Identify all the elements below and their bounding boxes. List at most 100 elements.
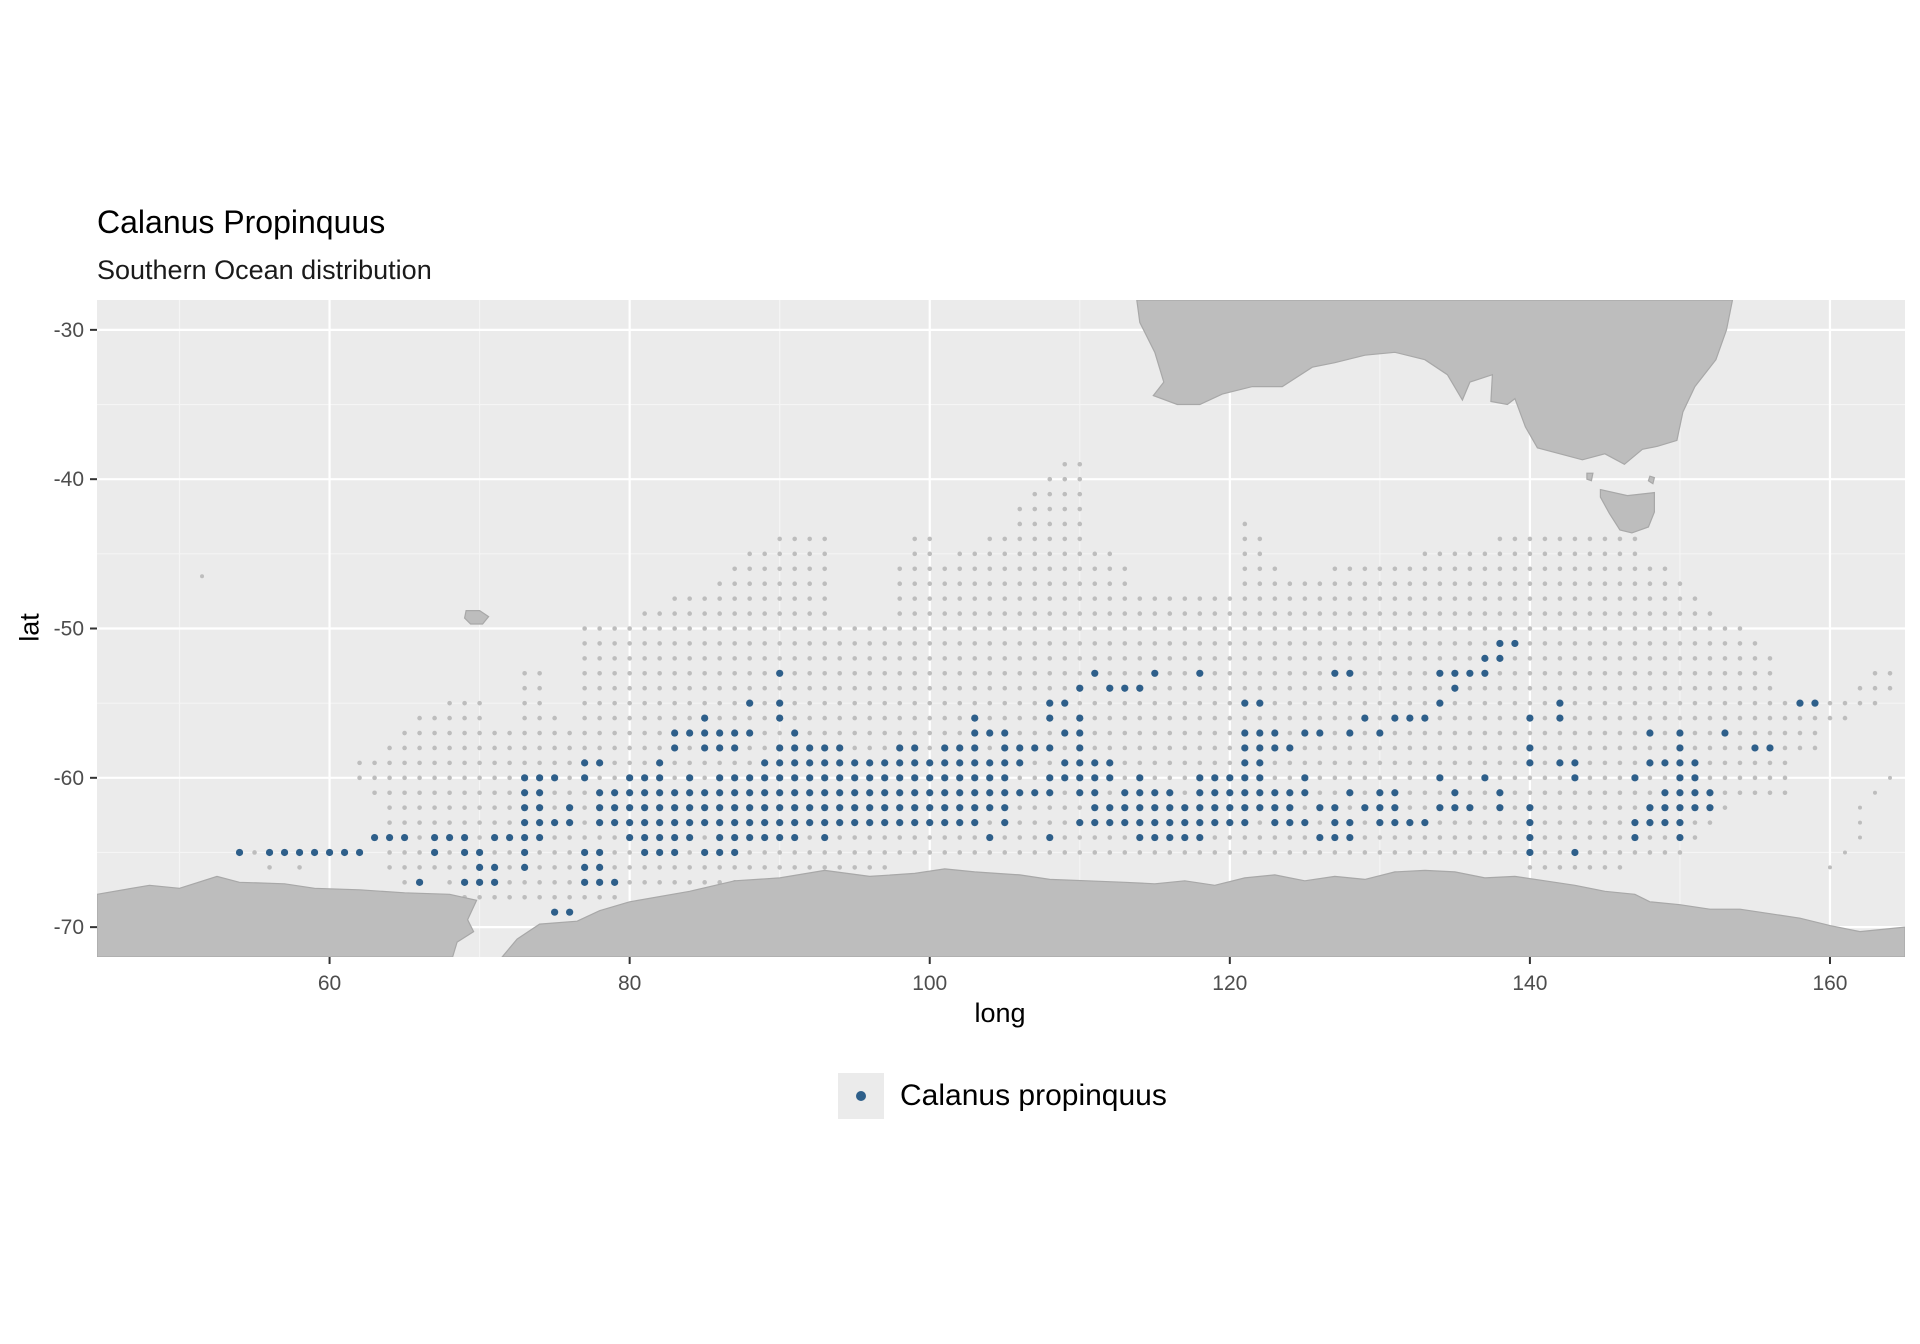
survey-point <box>762 850 767 855</box>
survey-point <box>1392 581 1398 587</box>
survey-point <box>1422 611 1428 616</box>
survey-point <box>747 670 752 676</box>
presence-point <box>821 759 829 767</box>
survey-point <box>1032 835 1038 840</box>
survey-point <box>627 880 632 885</box>
survey-point <box>1392 641 1398 646</box>
survey-point <box>1047 850 1053 855</box>
presence-point <box>746 774 754 782</box>
survey-point <box>987 715 993 721</box>
survey-point <box>1677 656 1683 661</box>
survey-point <box>372 775 377 781</box>
survey-point <box>432 745 437 751</box>
presence-point <box>911 759 919 767</box>
survey-point <box>1422 835 1428 840</box>
survey-point <box>897 700 903 706</box>
survey-point <box>402 805 407 810</box>
survey-point <box>477 760 482 766</box>
survey-point <box>837 700 843 706</box>
survey-point <box>1647 685 1653 691</box>
presence-point <box>1346 789 1354 797</box>
survey-point <box>1437 790 1443 796</box>
survey-point <box>1602 670 1608 676</box>
survey-point <box>1467 850 1473 855</box>
survey-point <box>1512 670 1518 676</box>
survey-point <box>627 865 632 870</box>
presence-point <box>941 744 949 752</box>
survey-point <box>1017 700 1023 706</box>
survey-point <box>957 715 963 721</box>
survey-point <box>792 850 797 855</box>
survey-point <box>432 805 437 810</box>
presence-point <box>611 878 619 886</box>
survey-point <box>1047 656 1053 661</box>
survey-point <box>462 715 467 721</box>
survey-point <box>627 641 632 646</box>
presence-point <box>851 789 859 797</box>
survey-point <box>927 745 933 751</box>
survey-point <box>897 685 903 691</box>
survey-point <box>1107 745 1113 751</box>
presence-point <box>1106 684 1114 692</box>
survey-point <box>1542 835 1548 840</box>
survey-point <box>462 730 467 736</box>
survey-point <box>1647 641 1653 646</box>
survey-point <box>912 611 918 616</box>
survey-point <box>1077 506 1083 512</box>
survey-point <box>1392 566 1398 572</box>
survey-point <box>837 715 843 721</box>
survey-point <box>822 865 828 870</box>
survey-point <box>1002 641 1008 646</box>
survey-point <box>1692 641 1698 646</box>
survey-point <box>1452 551 1458 557</box>
survey-point <box>1197 596 1203 601</box>
survey-point <box>897 656 903 661</box>
survey-point <box>972 700 978 706</box>
survey-point <box>1797 715 1803 721</box>
survey-point <box>1032 596 1038 601</box>
survey-point <box>882 850 888 855</box>
survey-point <box>1347 745 1353 751</box>
survey-point <box>1617 611 1623 616</box>
survey-point <box>777 865 782 870</box>
x-tick-label: 100 <box>912 972 947 995</box>
survey-point <box>597 626 602 631</box>
survey-point <box>1002 670 1008 676</box>
survey-point <box>492 790 497 796</box>
survey-point <box>1677 626 1683 631</box>
presence-point <box>521 789 529 797</box>
survey-point <box>1152 730 1158 736</box>
survey-point <box>1362 820 1368 825</box>
survey-point <box>1422 685 1428 691</box>
survey-point <box>1677 596 1683 601</box>
survey-point <box>1572 820 1578 825</box>
survey-point <box>1377 745 1383 751</box>
presence-point <box>1331 669 1339 677</box>
presence-point <box>1391 804 1399 812</box>
survey-point <box>1032 656 1038 661</box>
survey-point <box>1332 850 1338 855</box>
survey-point <box>1497 730 1503 736</box>
presence-point <box>1106 774 1114 782</box>
survey-point <box>1542 790 1548 796</box>
survey-point <box>1332 790 1338 796</box>
survey-point <box>1137 670 1143 676</box>
survey-point <box>807 641 812 646</box>
survey-point <box>702 626 707 631</box>
survey-point <box>867 715 873 721</box>
survey-point <box>1047 581 1053 587</box>
survey-point <box>1212 715 1218 721</box>
survey-point <box>1242 715 1248 721</box>
presence-point <box>686 729 694 737</box>
survey-point <box>1122 611 1128 616</box>
survey-point <box>1512 596 1518 601</box>
survey-point <box>1287 715 1293 721</box>
survey-point <box>612 894 617 900</box>
survey-point <box>1122 760 1128 766</box>
survey-point <box>1122 850 1128 855</box>
survey-point <box>1647 745 1653 751</box>
survey-point <box>777 685 782 691</box>
presence-point <box>596 863 604 872</box>
presence-point <box>1136 804 1144 812</box>
survey-point <box>1422 790 1428 796</box>
